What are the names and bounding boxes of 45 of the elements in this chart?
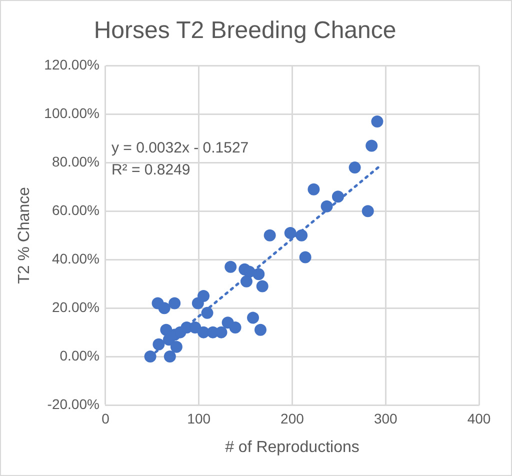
point [201, 306, 214, 319]
point [332, 190, 344, 203]
x-tick-label: 100 [187, 410, 211, 426]
point [240, 275, 252, 288]
point [189, 321, 202, 334]
point [254, 324, 266, 336]
y-tick-label: 0.00% [60, 347, 100, 364]
annotation: y = 0.0032x - 0.1527 [111, 139, 249, 156]
point [152, 338, 165, 350]
point [198, 290, 210, 302]
annotation: R² = 0.8249 [111, 161, 190, 178]
y-tick-label: 80.00% [52, 154, 100, 170]
y-tick-label: 20.00% [52, 298, 100, 315]
point [284, 226, 296, 239]
point [247, 312, 260, 324]
point [144, 350, 156, 363]
point [168, 297, 181, 310]
point [170, 340, 182, 353]
point [366, 140, 378, 152]
chart-title: Horses T2 Breeding Chance [94, 17, 396, 44]
point [229, 321, 242, 334]
point [264, 229, 276, 242]
y-tick-label: -20.00% [47, 396, 100, 412]
x-axis-title: # of Reproductions [225, 438, 360, 456]
point [362, 205, 374, 218]
y-tick-label: 40.00% [52, 250, 100, 266]
point [256, 280, 268, 292]
point [164, 350, 176, 363]
x-tick-label: 0 [102, 410, 110, 426]
y-tick-label: 120.00% [44, 56, 100, 73]
point [308, 183, 320, 196]
point [224, 260, 237, 273]
y-tick-label: 100.00% [44, 105, 100, 122]
point [158, 302, 170, 314]
point [252, 268, 265, 280]
x-tick-label: 200 [280, 410, 304, 426]
x-tick-label: 400 [467, 410, 491, 426]
point [299, 251, 312, 264]
point [296, 229, 308, 242]
y-tick-label: 60.00% [52, 202, 100, 218]
point [371, 116, 384, 128]
point [348, 162, 361, 174]
y-axis-title: T2 % Chance [16, 186, 34, 284]
point [320, 200, 333, 212]
x-tick-label: 300 [374, 410, 398, 426]
